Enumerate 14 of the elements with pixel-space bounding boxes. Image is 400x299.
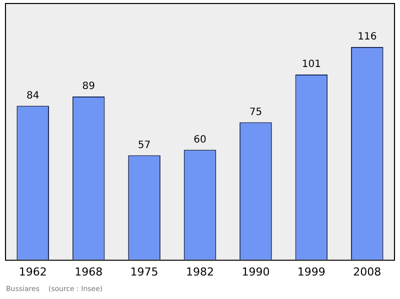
data-label: 60 — [194, 134, 206, 146]
data-label: 101 — [302, 59, 321, 70]
x-tick-label: 1962 — [18, 265, 47, 278]
x-tick-label: 1999 — [297, 265, 326, 278]
data-label: 57 — [138, 140, 151, 151]
x-tick-label: 1982 — [186, 265, 214, 278]
x-tick-label: 2008 — [353, 265, 382, 278]
x-tick-label: 1990 — [242, 265, 270, 278]
data-label: 89 — [82, 81, 95, 92]
x-tick-label: 1975 — [130, 265, 158, 278]
data-label: 84 — [26, 90, 40, 102]
data-label: 116 — [358, 32, 377, 43]
data-label: 75 — [249, 106, 262, 118]
x-tick-label: 1968 — [74, 265, 103, 278]
